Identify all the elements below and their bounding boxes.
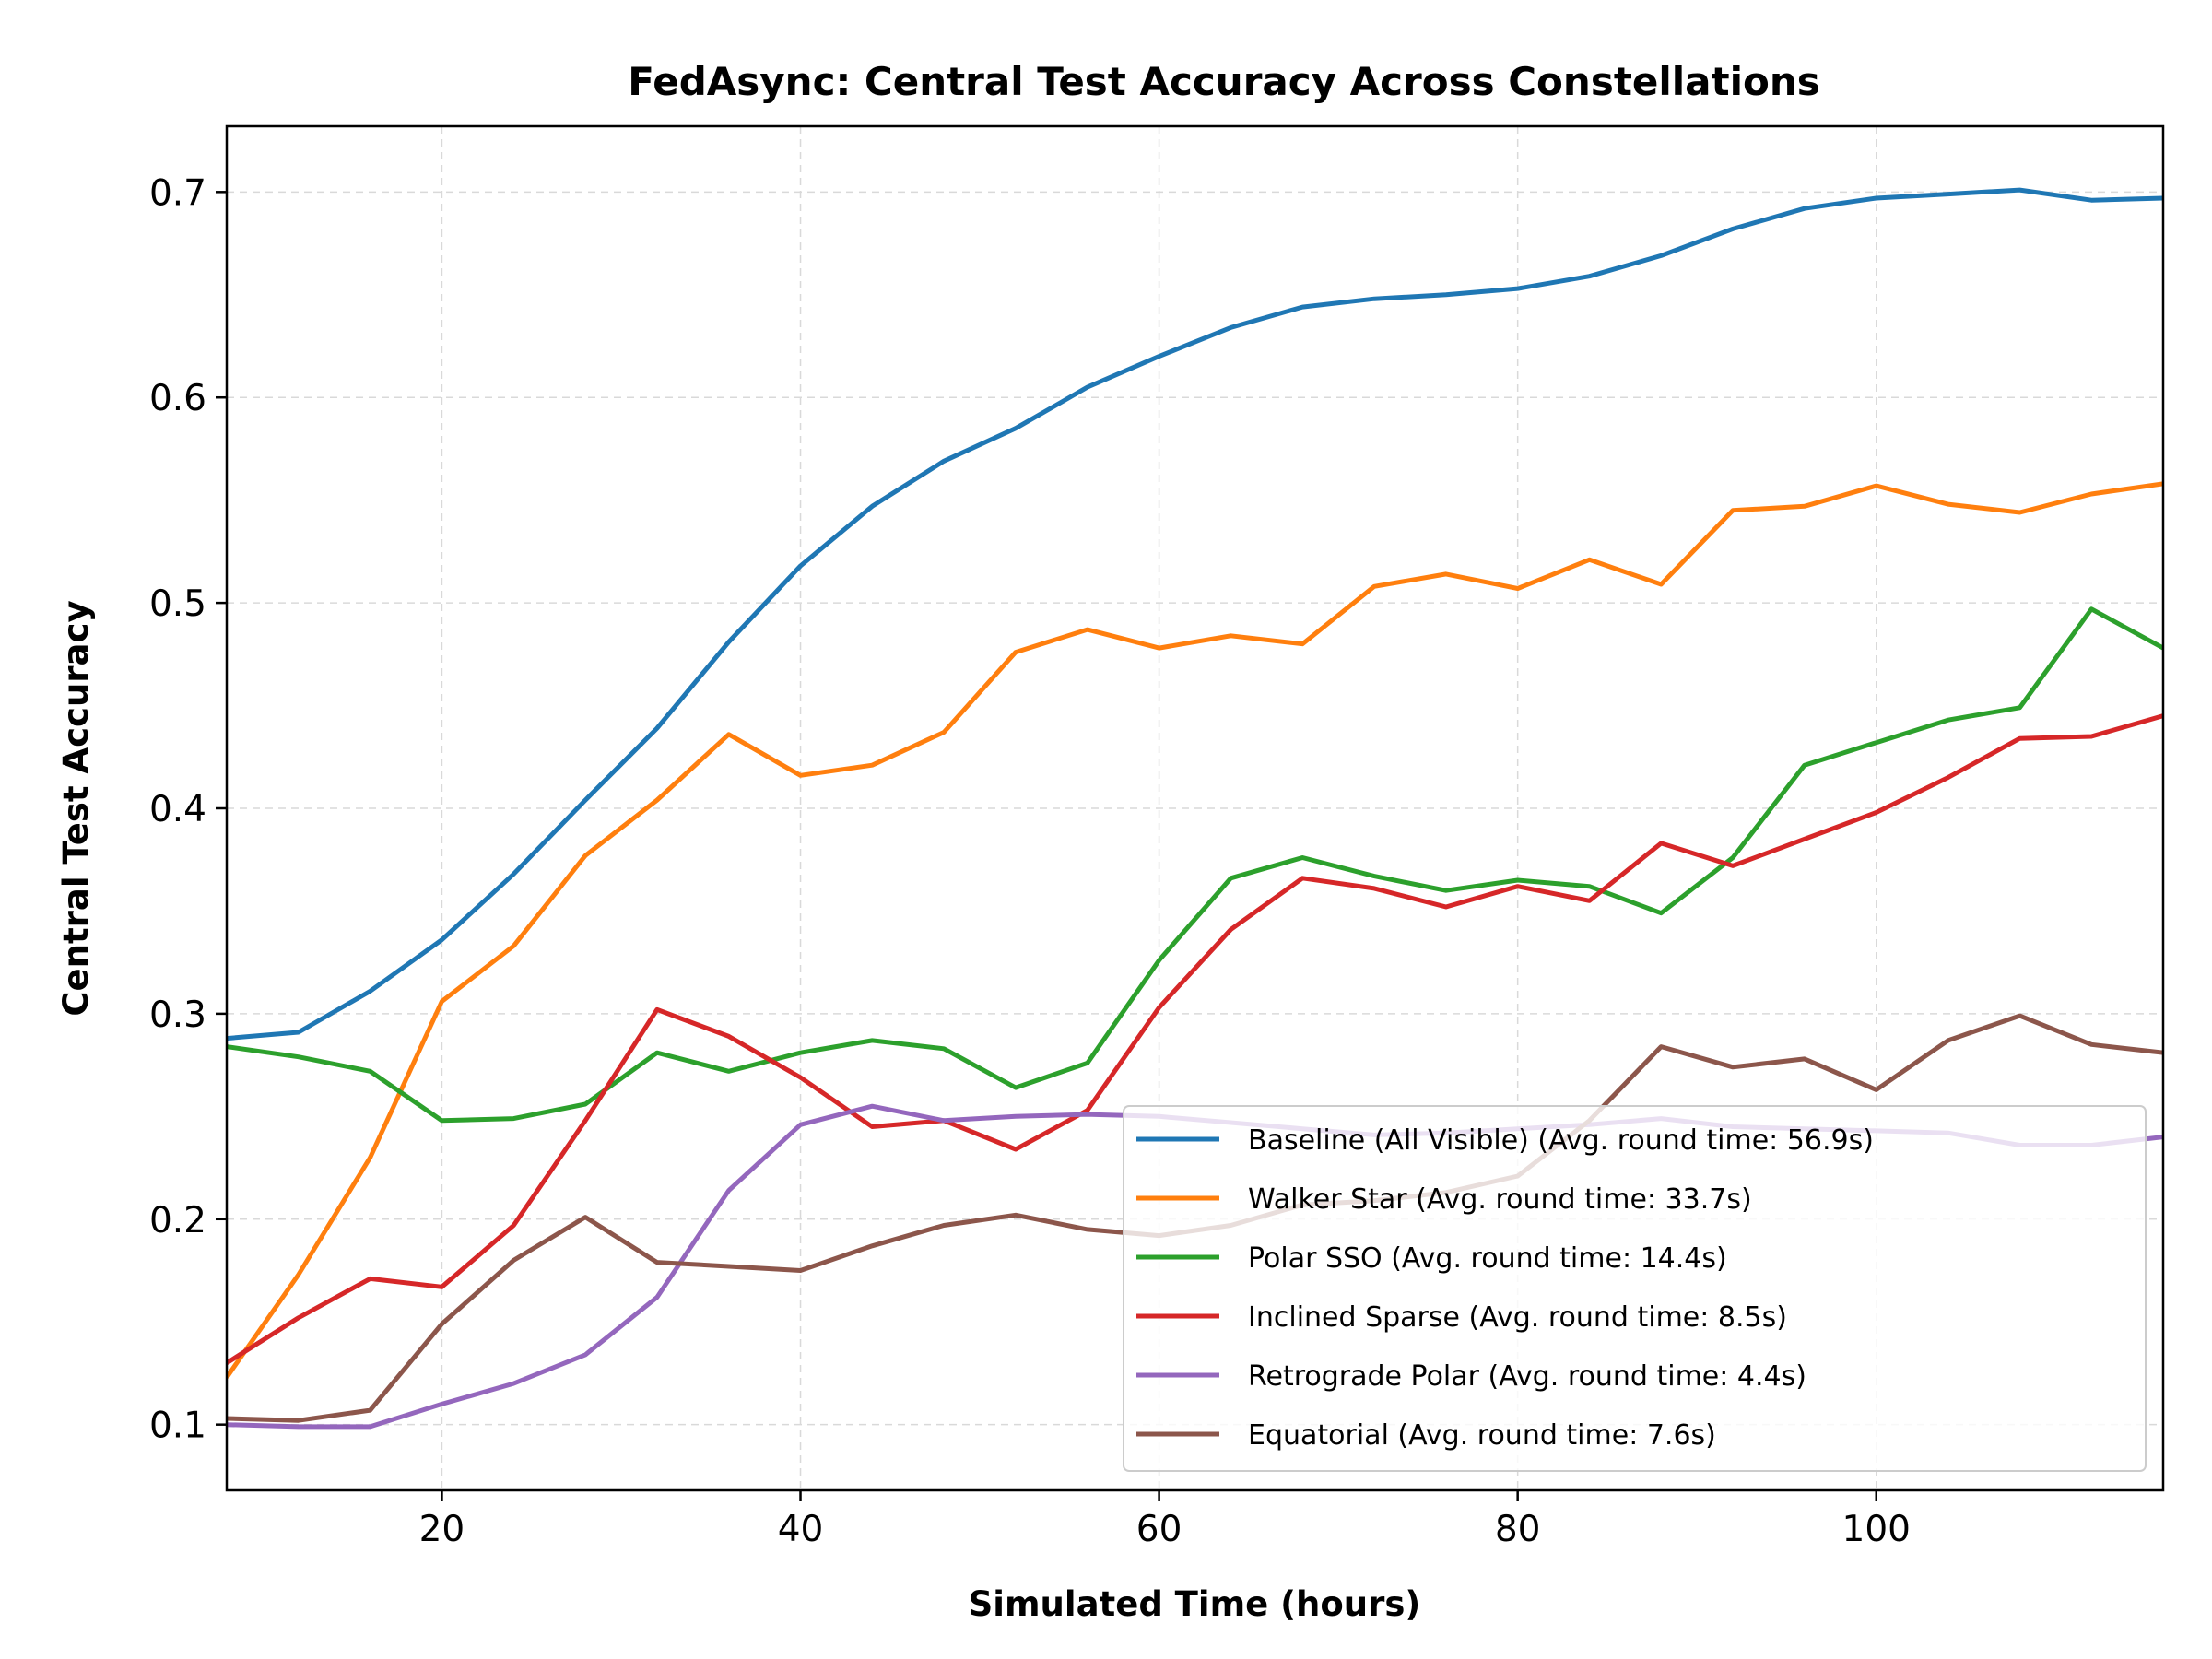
legend-label: Baseline (All Visible) (Avg. round time:…: [1248, 1124, 1874, 1157]
x-tick-label: 20: [419, 1509, 465, 1550]
y-axis-ticks: 0.1 0.2 0.3 0.4 0.5 0.6 0.7: [149, 172, 227, 1447]
y-tick-label: 0.2: [149, 1200, 206, 1241]
y-axis-label: Central Test Accuracy: [56, 600, 96, 1016]
x-tick-label: 100: [1842, 1509, 1911, 1550]
chart-title: FedAsync: Central Test Accuracy Across C…: [628, 59, 1820, 104]
legend-frame: [1123, 1105, 2147, 1472]
series-line-2: [227, 606, 2163, 1124]
series-line-1: [227, 481, 2163, 1379]
x-tick-label: 40: [778, 1509, 824, 1550]
legend-label: Polar SSO (Avg. round time: 14.4s): [1248, 1242, 1727, 1275]
x-axis-label: Simulated Time (hours): [969, 1584, 1421, 1624]
legend-label: Inclined Sparse (Avg. round time: 8.5s): [1248, 1301, 1787, 1334]
series-line-0: [227, 187, 2163, 1041]
legend-label: Equatorial (Avg. round time: 7.6s): [1248, 1419, 1716, 1452]
series-line-3: [227, 713, 2163, 1365]
x-tick-label: 80: [1495, 1509, 1541, 1550]
y-tick-label: 0.4: [149, 789, 206, 830]
y-tick-label: 0.3: [149, 994, 206, 1036]
legend-label: Retrograde Polar (Avg. round time: 4.4s): [1248, 1360, 1806, 1393]
y-tick-label: 0.1: [149, 1406, 206, 1447]
x-tick-label: 60: [1136, 1509, 1182, 1550]
y-tick-label: 0.6: [149, 378, 206, 419]
y-tick-label: 0.7: [149, 172, 206, 214]
x-axis-ticks: 20 40 60 80 100: [419, 1490, 1911, 1550]
y-tick-label: 0.5: [149, 583, 206, 625]
legend: Baseline (All Visible) (Avg. round time:…: [1123, 1105, 2147, 1472]
legend-label: Walker Star (Avg. round time: 33.7s): [1248, 1183, 1752, 1216]
